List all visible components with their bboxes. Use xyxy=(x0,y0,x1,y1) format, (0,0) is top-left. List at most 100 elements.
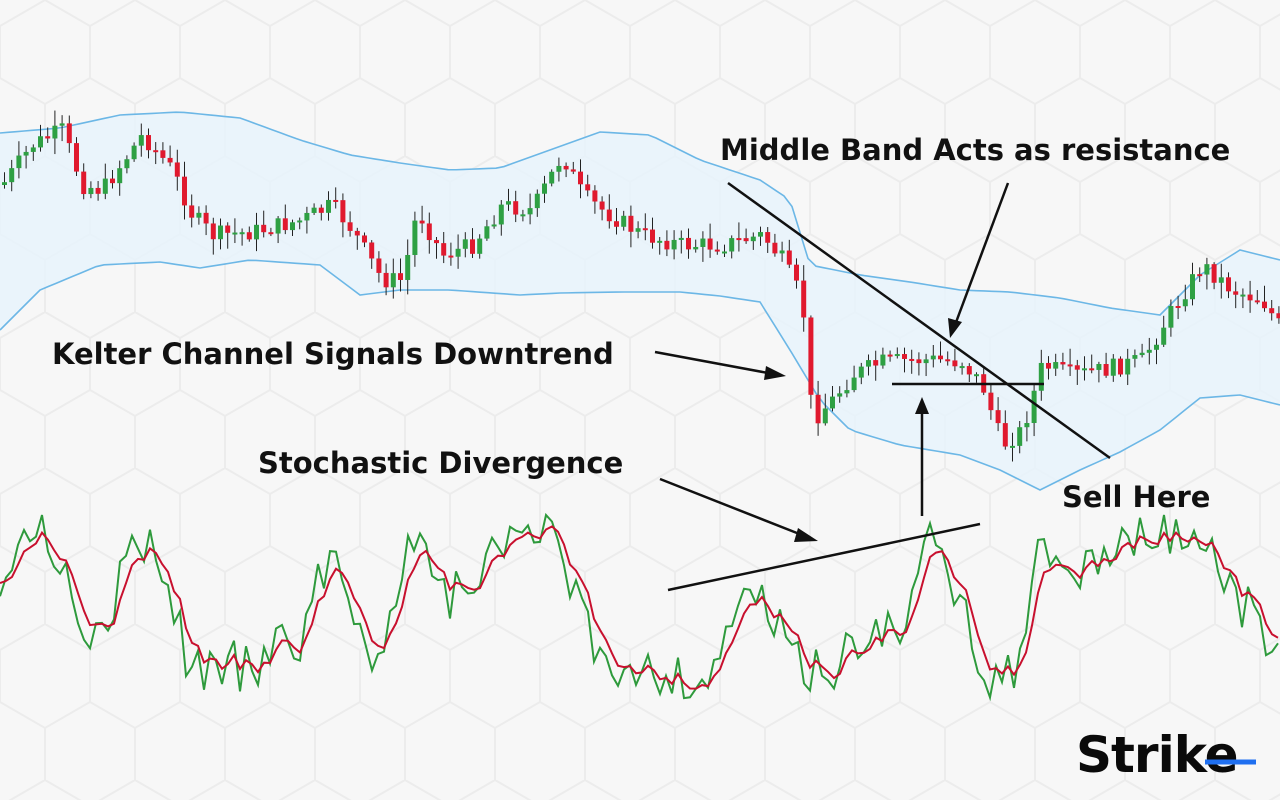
arrow-head xyxy=(948,318,962,338)
candle-bearish xyxy=(714,249,720,252)
candle-bearish xyxy=(110,178,115,184)
candle-bearish xyxy=(160,150,166,158)
upper-band xyxy=(0,111,1280,316)
candle-bullish xyxy=(218,225,223,240)
candle-bullish xyxy=(290,222,295,231)
candle-bullish xyxy=(9,168,15,183)
candle-bearish xyxy=(1233,291,1239,295)
candle-bearish xyxy=(966,366,972,375)
candle-bearish xyxy=(1074,365,1080,370)
candle-bullish xyxy=(138,135,144,146)
candle-bullish xyxy=(1096,364,1102,370)
candle-bearish xyxy=(1276,313,1280,319)
candle-bearish xyxy=(664,240,670,250)
candle-bullish xyxy=(1204,264,1210,275)
candle-bullish xyxy=(16,155,22,169)
candle-bullish xyxy=(102,178,108,194)
candle-bearish xyxy=(952,360,958,367)
candle-bullish xyxy=(549,171,555,184)
candle-bullish xyxy=(491,224,497,227)
candle-bullish xyxy=(124,159,130,169)
candle-bullish xyxy=(239,232,245,235)
candle-bearish xyxy=(988,392,994,411)
candle-bullish xyxy=(1132,355,1138,359)
candle-bearish xyxy=(585,184,591,191)
candle-bearish xyxy=(1089,368,1095,371)
candle-bullish xyxy=(693,246,699,250)
candle-bearish xyxy=(794,264,799,281)
candle-bearish xyxy=(707,238,713,250)
candle-bearish xyxy=(765,232,771,243)
candle-bullish xyxy=(894,354,900,357)
candle-bullish xyxy=(758,232,763,237)
candle-bullish xyxy=(23,151,29,156)
candle-bearish xyxy=(1254,300,1260,303)
candle-bearish xyxy=(995,410,1001,424)
brand-tail: ke xyxy=(1174,726,1238,784)
candle-bullish xyxy=(1024,423,1030,428)
stochastic-k-line xyxy=(0,512,1279,702)
arrow-stochastic xyxy=(659,477,803,537)
candle-bearish xyxy=(174,162,180,177)
annotation-lines xyxy=(654,181,1111,592)
candle-bullish xyxy=(671,239,677,250)
candle-bearish xyxy=(592,190,598,202)
candle-bearish xyxy=(434,240,439,244)
candle-bullish xyxy=(88,187,94,195)
candle-bearish xyxy=(606,209,612,222)
candle-bearish xyxy=(772,242,778,254)
candle-bearish xyxy=(146,135,151,151)
candle-bullish xyxy=(750,236,756,242)
divergence-line xyxy=(667,522,981,592)
candle-bearish xyxy=(347,222,353,231)
candle-bullish xyxy=(196,212,202,218)
candle-bearish xyxy=(448,255,454,258)
candle-bullish xyxy=(621,215,627,227)
candle-bearish xyxy=(873,360,879,366)
candle-bearish xyxy=(578,171,583,185)
candle-bearish xyxy=(95,187,101,194)
arrow-middle-band xyxy=(953,182,1010,326)
candle-bullish xyxy=(412,220,418,255)
candle-bullish xyxy=(1190,274,1195,300)
candle-bullish xyxy=(498,204,504,225)
candle-bullish xyxy=(30,147,36,152)
candle-bullish xyxy=(59,123,65,126)
candle-bearish xyxy=(369,242,375,259)
candle-bearish xyxy=(614,221,619,227)
candle-bullish xyxy=(1168,306,1174,328)
candle-bearish xyxy=(650,229,655,243)
candle-bullish xyxy=(1139,352,1145,356)
candle-bullish xyxy=(405,254,411,280)
candle-bullish xyxy=(1010,445,1015,448)
candle-bullish xyxy=(52,125,58,139)
candle-bullish xyxy=(506,201,511,205)
candle-bearish xyxy=(902,354,907,359)
channel-fill xyxy=(0,112,1280,490)
candle-bullish xyxy=(484,226,490,239)
candle-bearish xyxy=(246,232,252,240)
candle-bearish xyxy=(1269,308,1275,314)
candle-bullish xyxy=(700,238,706,247)
candle-bullish xyxy=(254,224,259,240)
candle-bullish xyxy=(678,237,684,240)
candle-bullish xyxy=(534,193,540,209)
candle-bullish xyxy=(959,366,965,369)
candle-bearish xyxy=(808,317,814,395)
candle-bullish xyxy=(1182,299,1188,307)
candle-bearish xyxy=(916,359,922,364)
candle-bullish xyxy=(1017,427,1023,446)
candle-bearish xyxy=(909,358,915,361)
candle-bullish xyxy=(851,377,857,391)
candle-bearish xyxy=(225,225,231,233)
candle-bullish xyxy=(455,248,461,257)
candle-bullish xyxy=(923,359,929,364)
candle-bullish xyxy=(822,408,828,424)
candle-bearish xyxy=(441,243,447,256)
candle-bullish xyxy=(1110,358,1116,376)
candle-bearish xyxy=(398,273,403,280)
candle-bearish xyxy=(1002,423,1008,447)
candle-bullish xyxy=(311,207,317,213)
keltner-channel xyxy=(0,111,1280,491)
